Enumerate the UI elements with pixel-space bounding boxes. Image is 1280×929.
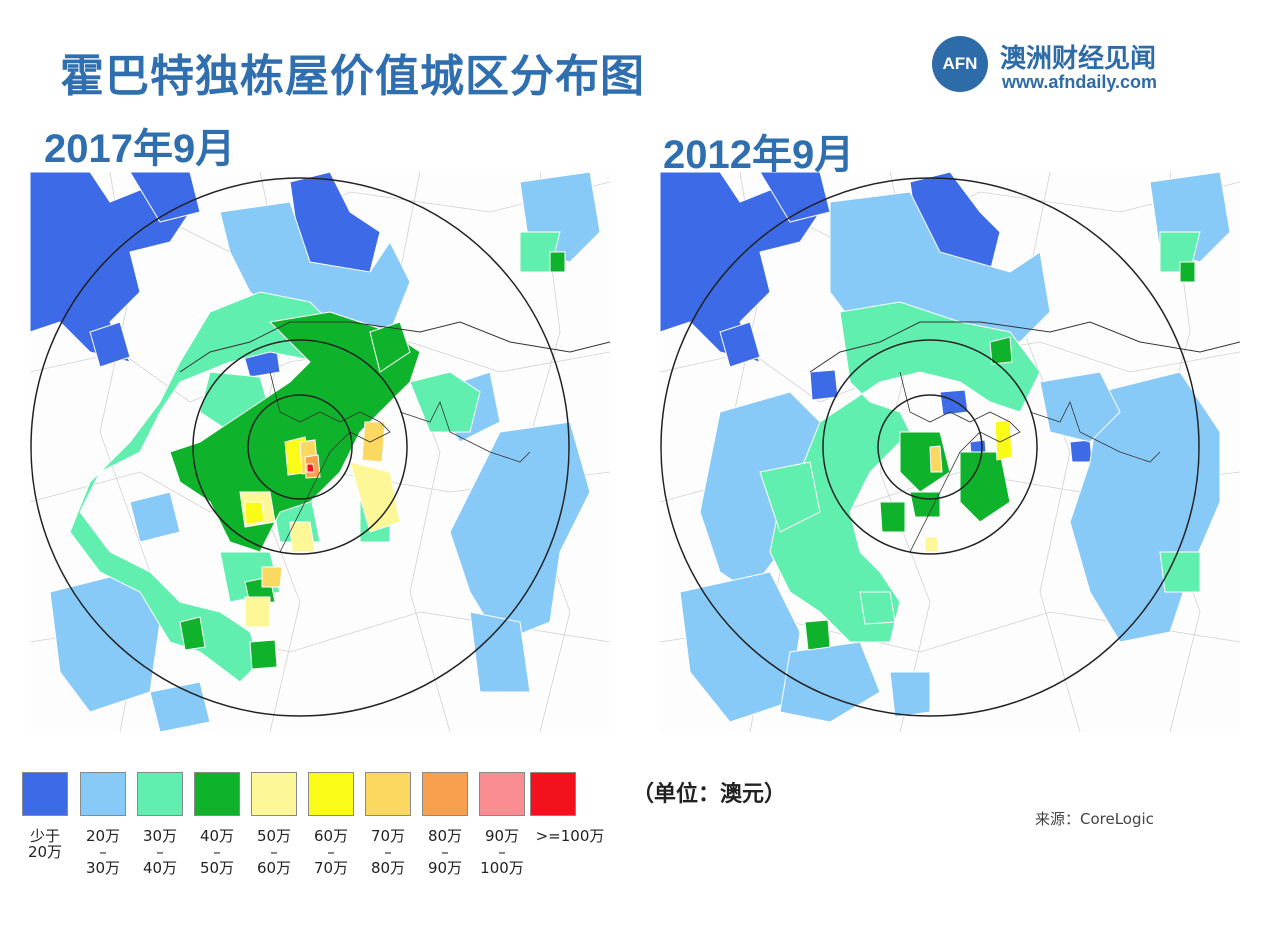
legend-label-700k-800k: 70万 – 80万	[370, 827, 406, 877]
legend-label-200k-300k: 20万 – 30万	[85, 827, 121, 877]
unit-note: （单位：澳元）	[632, 782, 787, 807]
legend-label-under-200k: 少于 20万	[27, 827, 63, 861]
legend-label-400k-500k: 40万 – 50万	[199, 827, 235, 877]
legend-swatch-200k-300k	[80, 772, 126, 816]
legend-label-900k-1m: 90万 – 100万	[480, 827, 524, 877]
legend-swatch-over-1m	[530, 772, 576, 816]
legend-label-300k-400k: 30万 – 40万	[142, 827, 178, 877]
source-note: 来源：CoreLogic	[1035, 810, 1154, 828]
legend-label-800k-900k: 80万 – 90万	[427, 827, 463, 877]
brand-name: 澳洲财经见闻	[1000, 44, 1157, 74]
legend-swatch-500k-600k	[251, 772, 297, 816]
legend-swatch-600k-700k	[308, 772, 354, 816]
afn-logo: AFN 澳洲财经见闻 www.afndaily.com	[932, 36, 1232, 96]
map-date-2012: 2012年9月	[663, 133, 855, 177]
suburb-value-map-2012	[660, 172, 1240, 732]
afn-badge-icon: AFN	[932, 36, 988, 92]
legend-swatch-800k-900k	[422, 772, 468, 816]
legend-label-600k-700k: 60万 – 70万	[313, 827, 349, 877]
map-date-2017: 2017年9月	[44, 127, 236, 171]
legend-swatch-900k-1m	[479, 772, 525, 816]
brand-url: www.afndaily.com	[1002, 72, 1158, 92]
legend-label-over-1m: >=100万	[535, 827, 605, 845]
legend-swatch-300k-400k	[137, 772, 183, 816]
suburb-value-map-2017	[30, 172, 610, 732]
legend-swatch-700k-800k	[365, 772, 411, 816]
legend-label-500k-600k: 50万 – 60万	[256, 827, 292, 877]
legend-swatch-400k-500k	[194, 772, 240, 816]
page-title: 霍巴特独栋屋价值城区分布图	[60, 51, 645, 102]
legend-swatch-under-200k	[22, 772, 68, 816]
